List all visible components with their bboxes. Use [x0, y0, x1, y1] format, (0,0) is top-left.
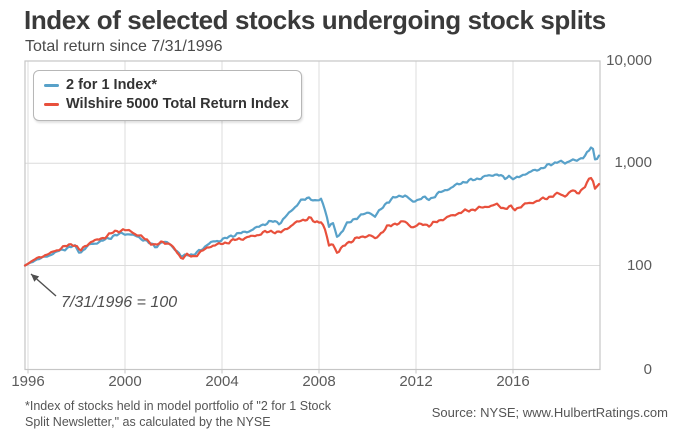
- legend-label-wilshire: Wilshire 5000 Total Return Index: [66, 96, 289, 112]
- x-tick-label: 2016: [496, 373, 530, 390]
- series-line-1: [23, 176, 601, 267]
- x-tick-label: 1996: [11, 373, 45, 390]
- chart-title: Index of selected stocks undergoing stoc…: [24, 5, 606, 35]
- footnote-line-1: *Index of stocks held in model portfolio…: [25, 399, 331, 413]
- footnote-line-2: Split Newsletter," as calculated by the …: [25, 415, 271, 429]
- x-axis-labels: 1996 2000 2004 2008 2012 2016: [0, 373, 685, 391]
- x-tick-label: 2004: [205, 373, 239, 390]
- series-line-0: [23, 146, 601, 267]
- footnote: *Index of stocks held in model portfolio…: [25, 398, 331, 430]
- legend-swatch-2for1: [44, 83, 59, 88]
- legend-label-2for1: 2 for 1 Index*: [66, 77, 158, 93]
- legend-item-wilshire: Wilshire 5000 Total Return Index: [44, 95, 289, 114]
- legend-swatch-wilshire: [44, 102, 59, 107]
- legend: 2 for 1 Index* Wilshire 5000 Total Retur…: [33, 70, 302, 121]
- annotation-base-value: 7/31/1996 = 100: [61, 294, 178, 311]
- source-credit: Source: NYSE; www.HulbertRatings.com: [431, 405, 668, 420]
- plot-border: [24, 60, 601, 371]
- legend-item-2for1: 2 for 1 Index*: [44, 76, 289, 95]
- chart-subtitle: Total return since 7/31/1996: [25, 38, 223, 55]
- x-tick-label: 2012: [399, 373, 433, 390]
- x-tick-label: 2008: [302, 373, 336, 390]
- annotation-arrow: [30, 273, 57, 297]
- x-tick-label: 2000: [108, 373, 142, 390]
